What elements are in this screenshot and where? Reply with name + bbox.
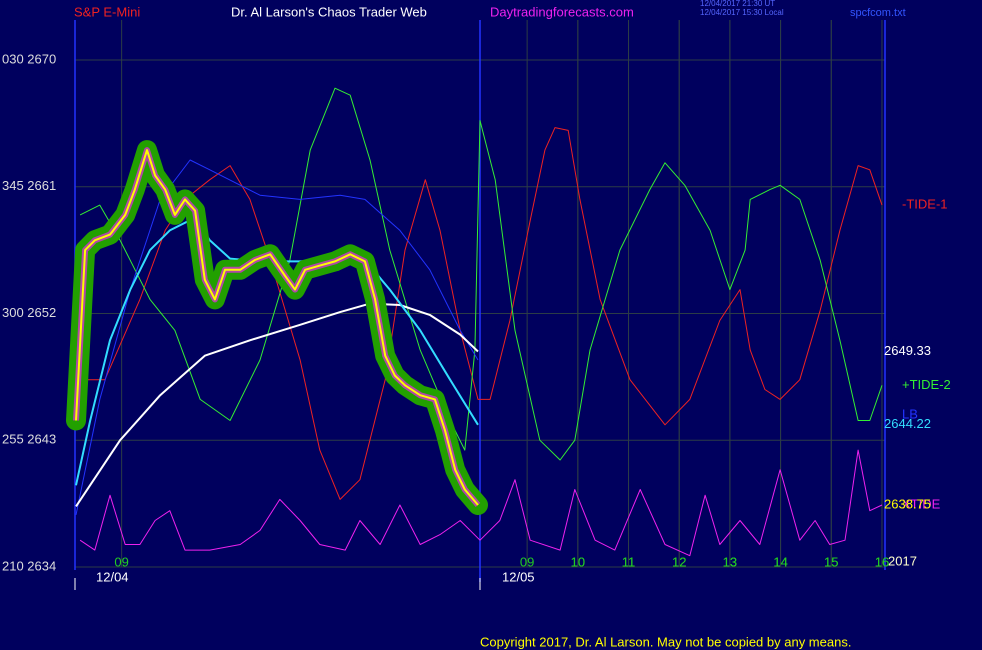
x-tick-label: 10: [571, 554, 585, 569]
year-label: 2017: [888, 553, 917, 568]
x-tick-label: 15: [824, 554, 838, 569]
y-tick-label: 210 2634: [2, 558, 56, 573]
x-tick-label: 13: [723, 554, 737, 569]
x-tick-label: 12: [672, 554, 686, 569]
legend-entry: -TIDE-1: [902, 196, 948, 211]
y-tick-label: 300 2652: [2, 305, 56, 320]
y-tick-label: 345 2661: [2, 178, 56, 193]
copyright: Copyright 2017, Dr. Al Larson. May not b…: [480, 634, 851, 649]
y-tick-label: 255 2643: [2, 432, 56, 447]
x-tick-label: 15: [824, 554, 838, 569]
website: Daytradingforecasts.com: [490, 4, 634, 19]
x-tick-label: 11: [622, 554, 636, 569]
series-line: [75, 159, 479, 516]
timestamp: 12/04/2017 15:30 Local: [700, 8, 784, 17]
x-tick-label: 09: [114, 554, 128, 569]
date-label: 12/05: [502, 569, 535, 584]
chart-title: Dr. Al Larson's Chaos Trader Web: [231, 4, 427, 19]
legend-entry: XTIDE: [902, 496, 941, 511]
series-line: [79, 87, 883, 461]
plot: [66, 87, 883, 557]
series-line: [75, 216, 479, 486]
series-line: [75, 149, 479, 506]
x-tick-label: 16: [875, 554, 889, 569]
x-tick-label: 09: [520, 554, 534, 569]
value-label: 2649.33: [884, 343, 931, 358]
x-tick-label: 14: [773, 554, 787, 569]
date-label: 12/04: [96, 569, 129, 584]
timestamp: 12/04/2017 21:30 UT: [700, 0, 775, 8]
x-tick-label: 12: [672, 554, 686, 569]
legend-entry: +TIDE-2: [902, 377, 951, 392]
file-name: spcfcom.txt: [850, 7, 906, 19]
series-line: [75, 302, 479, 507]
legend-entry: LB: [902, 406, 918, 421]
x-tick-label: 10: [571, 554, 585, 569]
value-label: 2644.22: [884, 416, 931, 431]
x-tick-label: 11: [622, 554, 636, 569]
series-line: [79, 449, 883, 557]
x-tick-label: 14: [773, 554, 787, 569]
value-label: 2638.75: [884, 496, 931, 511]
y-tick-label: 030 2670: [2, 51, 56, 66]
x-tick-label: 16: [875, 554, 889, 569]
x-tick-label: 13: [723, 554, 737, 569]
symbol: S&P E-Mini: [74, 4, 140, 19]
series-line: [80, 127, 883, 500]
